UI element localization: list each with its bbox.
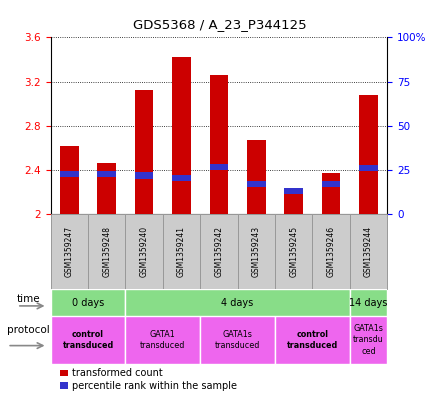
Text: control
transduced: control transduced: [62, 330, 114, 350]
Text: GSM1359242: GSM1359242: [214, 226, 224, 277]
Bar: [247, 140, 266, 214]
Text: time: time: [17, 294, 40, 304]
Bar: [88, 214, 125, 289]
Bar: [51, 289, 125, 316]
Bar: [350, 289, 387, 316]
Text: GATA1s
transduced: GATA1s transduced: [215, 330, 260, 350]
Text: GSM1359246: GSM1359246: [326, 226, 336, 277]
Bar: [284, 190, 303, 214]
Text: GATA1s
transdu
ced: GATA1s transdu ced: [353, 324, 384, 356]
Text: GATA1
transduced: GATA1 transduced: [140, 330, 186, 350]
Bar: [200, 214, 238, 289]
Legend: transformed count, percentile rank within the sample: transformed count, percentile rank withi…: [60, 368, 237, 391]
Bar: [172, 57, 191, 214]
Text: GSM1359241: GSM1359241: [177, 226, 186, 277]
Text: 0 days: 0 days: [72, 298, 104, 308]
Bar: [135, 90, 154, 214]
Bar: [350, 214, 387, 289]
Text: 14 days: 14 days: [349, 298, 388, 308]
Text: 4 days: 4 days: [221, 298, 254, 308]
Bar: [359, 95, 378, 214]
Bar: [97, 171, 116, 177]
Bar: [350, 316, 387, 364]
Bar: [60, 171, 79, 177]
Bar: [322, 173, 341, 214]
Text: GSM1359247: GSM1359247: [65, 226, 74, 277]
Bar: [135, 173, 154, 178]
Bar: [200, 316, 275, 364]
Bar: [275, 316, 350, 364]
Bar: [359, 165, 378, 171]
Text: GSM1359244: GSM1359244: [364, 226, 373, 277]
Bar: [125, 289, 350, 316]
Bar: [163, 214, 200, 289]
Bar: [284, 188, 303, 194]
Text: GDS5368 / A_23_P344125: GDS5368 / A_23_P344125: [133, 18, 307, 31]
Bar: [97, 163, 116, 214]
Text: protocol: protocol: [7, 325, 50, 334]
Bar: [247, 181, 266, 187]
Bar: [125, 214, 163, 289]
Text: GSM1359245: GSM1359245: [289, 226, 298, 277]
Bar: [322, 181, 341, 187]
Text: GSM1359248: GSM1359248: [102, 226, 111, 277]
Bar: [172, 174, 191, 181]
Bar: [60, 146, 79, 214]
Bar: [275, 214, 312, 289]
Bar: [51, 316, 125, 364]
Bar: [125, 316, 200, 364]
Bar: [209, 163, 228, 170]
Bar: [209, 75, 228, 214]
Text: control
transduced: control transduced: [287, 330, 338, 350]
Bar: [312, 214, 350, 289]
Text: GSM1359240: GSM1359240: [139, 226, 149, 277]
Bar: [51, 214, 88, 289]
Text: GSM1359243: GSM1359243: [252, 226, 261, 277]
Bar: [238, 214, 275, 289]
